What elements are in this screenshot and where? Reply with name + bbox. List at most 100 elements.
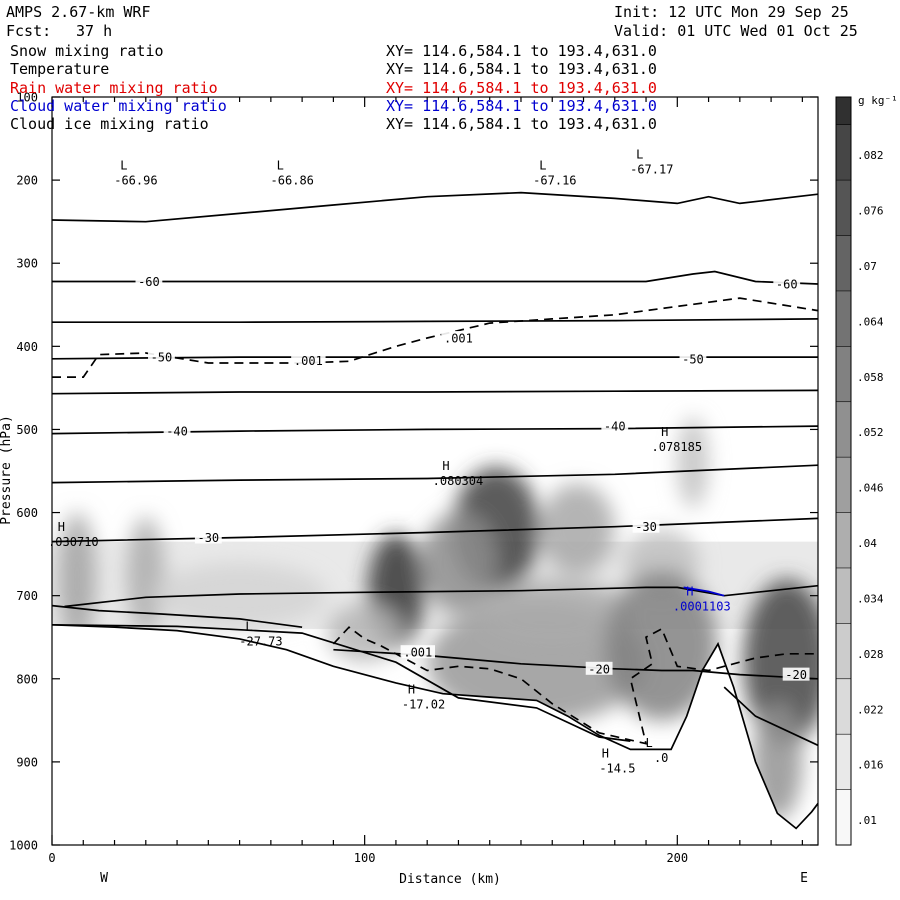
field-xy-range: XY= 114.6,584.1 to 193.4,631.0 [386, 78, 657, 97]
field-name: Cloud water mixing ratio [10, 96, 227, 115]
plot-frame [51, 96, 819, 846]
snow-blob [752, 703, 803, 821]
x-tick-label: 200 [666, 851, 688, 865]
colorbar-segment [836, 512, 851, 568]
field-xy-range: XY= 114.6,584.1 to 193.4,631.0 [386, 42, 657, 60]
colorbar-segment [836, 567, 851, 624]
snow-blob [605, 570, 718, 721]
temperature-contour [52, 623, 631, 742]
contour-layer [52, 191, 818, 830]
extremum-marker: H [442, 459, 449, 473]
contour-label: .001 [400, 645, 436, 660]
colorbar-segment [836, 623, 851, 679]
y-tick-label: 300 [16, 257, 38, 271]
extremum-marker: L [120, 158, 127, 172]
extremum-value: -67.16 [533, 173, 576, 187]
colorbar-segment [836, 678, 851, 735]
colorbar-tick-label: .058 [857, 371, 884, 384]
extremum-value: .080304 [433, 474, 484, 488]
y-tick-label: 400 [16, 340, 38, 354]
svg-text:-40: -40 [604, 420, 626, 434]
colorbar-segment [836, 290, 851, 347]
colorbar-tick-label: .022 [857, 703, 884, 716]
snow-blob [420, 512, 496, 613]
extremum-value: .078185 [652, 440, 703, 454]
temperature-contour [723, 686, 818, 747]
snow-blob [677, 416, 709, 509]
field-xy-range: XY= 114.6,584.1 to 193.4,631.0 [386, 60, 657, 79]
svg-text:.001: .001 [294, 354, 323, 368]
field-xy-range: XY= 114.6,584.1 to 193.4,631.0 [386, 115, 657, 134]
extremum-value: .0 [654, 751, 668, 765]
svg-text:-60: -60 [776, 278, 798, 292]
y-tick-label: 1000 [9, 839, 38, 853]
temperature-contour [333, 648, 818, 680]
contour-label: .001 [291, 353, 326, 368]
svg-text:.001: .001 [403, 646, 432, 660]
field-name: Snow mixing ratio [10, 42, 164, 60]
extremum-value: .0001103 [673, 600, 731, 614]
svg-text:-40: -40 [166, 425, 188, 439]
field-xy-range: XY= 114.6,584.1 to 193.4,631.0 [386, 96, 657, 115]
contour-label: -50 [148, 350, 175, 365]
contour-label: -30 [194, 530, 222, 545]
x-tick-label: 0 [48, 851, 55, 865]
colorbar-segment [836, 124, 851, 181]
extremum-value: .030710 [48, 535, 99, 549]
extremum-marker: L [539, 158, 546, 172]
dashed-contour [52, 297, 818, 378]
extremum-value: -66.86 [271, 173, 314, 187]
colorbar-segment [836, 235, 851, 291]
snow-blob [474, 579, 631, 646]
contour-label: -30 [632, 519, 660, 534]
colorbar-segment [836, 97, 851, 125]
colorbar-tick-label: .01 [857, 814, 877, 827]
forecast-hours: 37 h [76, 22, 113, 40]
svg-text:-30: -30 [197, 531, 219, 545]
svg-text:-50: -50 [151, 351, 173, 365]
snow-blob [127, 516, 165, 634]
colorbar-segment [836, 180, 851, 236]
snow-blob [539, 483, 615, 575]
extremum-value: -14.5 [599, 762, 635, 776]
x-tick-label: 100 [354, 851, 376, 865]
colorbar-tick-label: .064 [857, 315, 884, 328]
extremum-value: -17.02 [402, 698, 445, 712]
extremum-marker: L [245, 620, 252, 634]
svg-text:-30: -30 [635, 520, 657, 534]
forecast-label: Fcst: [6, 22, 52, 40]
contour-label: -20 [782, 667, 810, 682]
snow-blob [58, 512, 96, 646]
extremum-marker: H [661, 425, 668, 439]
colorbar-tick-label: .034 [857, 592, 884, 605]
extremum-value: -67.17 [630, 163, 673, 177]
x-axis-label: Distance (km) [399, 872, 501, 887]
snow-blob [742, 579, 818, 746]
temperature-contour [52, 318, 818, 324]
init-time: Init: 12 UTC Mon 29 Sep 25 [614, 3, 849, 21]
model-title: AMPS 2.67-km WRF [6, 3, 151, 21]
svg-text:.001: .001 [444, 332, 473, 346]
extremum-marker: L [636, 148, 643, 162]
contour-label: .001 [441, 331, 476, 346]
terrain-line [52, 623, 818, 830]
extremum-value: -27.73 [239, 635, 282, 649]
extremum-marker: H [58, 520, 65, 534]
contour-label: -60 [773, 277, 801, 292]
dashed-contour [332, 626, 818, 745]
temperature-contour [64, 584, 818, 608]
extremum-marker: H [686, 585, 693, 599]
extremum-marker: H [408, 683, 415, 697]
y-tick-label: 200 [16, 174, 38, 188]
field-name: Rain water mixing ratio [10, 78, 218, 97]
colorbar-units: g kg⁻¹ [858, 94, 898, 107]
contour-label: -40 [601, 419, 629, 434]
temperature-contour [52, 191, 818, 223]
colorbar-tick-label: .07 [857, 260, 877, 273]
temperature-contour [52, 270, 818, 285]
extremum-marker: L [277, 158, 284, 172]
svg-text:-50: -50 [682, 352, 704, 366]
field-name: Temperature [10, 60, 110, 79]
temperature-contour [52, 604, 303, 629]
